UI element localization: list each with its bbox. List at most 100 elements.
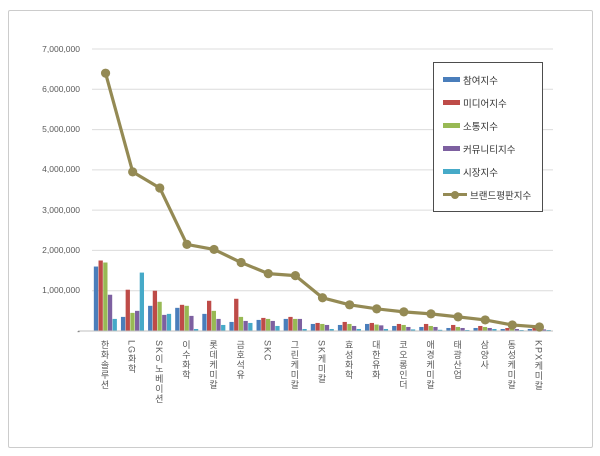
bar-시장지수 <box>356 328 361 331</box>
legend-item: 커뮤니티지수 <box>443 142 538 156</box>
bar-참여지수 <box>500 328 505 331</box>
legend-label: 시장지수 <box>463 167 498 179</box>
x-axis-label: 코오롱인더 <box>397 340 408 390</box>
y-tick-label: 5,000,000 <box>42 124 80 135</box>
x-axis-label: 한화솔루션 <box>99 340 110 390</box>
x-axis-label: SKC <box>262 340 273 362</box>
marker-브랜드평판지수 <box>290 271 300 281</box>
legend-label: 브랜드평판지수 <box>470 190 532 202</box>
x-axis-label: LG화학 <box>126 340 137 375</box>
y-tick-label: 1,000,000 <box>42 285 80 296</box>
bar-미디어지수 <box>315 322 320 331</box>
marker-브랜드평판지수 <box>534 322 545 332</box>
x-axis-label: 이수화학 <box>180 340 191 380</box>
marker-브랜드평판지수 <box>507 320 517 330</box>
bar-시장지수 <box>112 318 117 331</box>
x-axis-label: 삼양사 <box>479 340 490 370</box>
bar-미디어지수 <box>288 316 293 331</box>
bar-커뮤니티지수 <box>324 324 330 331</box>
bar-참여지수 <box>446 327 451 331</box>
bar-커뮤니티지수 <box>107 294 113 331</box>
bar-미디어지수 <box>206 300 212 331</box>
legend-item: 미디어지수 <box>443 96 538 110</box>
x-axis-label: SK케미칼 <box>316 340 327 385</box>
x-axis-label: 금호석유 <box>235 340 246 380</box>
marker-브랜드평판지수 <box>453 312 463 322</box>
marker-브랜드평판지수 <box>263 268 273 279</box>
bar-커뮤니티지수 <box>541 329 547 331</box>
bar-시장지수 <box>465 329 470 331</box>
bar-커뮤니티지수 <box>162 314 167 331</box>
x-axis-label: KPX케미칼 <box>533 340 544 392</box>
bar-시장지수 <box>139 272 145 331</box>
bar-참여지수 <box>419 326 424 331</box>
legend-label: 미디어지수 <box>463 98 507 110</box>
bar-커뮤니티지수 <box>487 327 492 331</box>
marker-브랜드평판지수 <box>399 307 409 317</box>
bar-소통지수 <box>184 305 189 331</box>
legend-swatch <box>443 123 460 128</box>
bar-커뮤니티지수 <box>189 315 194 331</box>
bar-참여지수 <box>337 324 343 331</box>
bar-커뮤니티지수 <box>406 326 411 331</box>
legend-swatch <box>443 169 460 174</box>
marker-브랜드평판지수 <box>372 304 382 314</box>
bar-시장지수 <box>193 328 199 331</box>
bar-미디어지수 <box>478 325 483 331</box>
marker-브랜드평판지수 <box>128 167 138 177</box>
bar-미디어지수 <box>261 317 266 331</box>
x-axis-label: 효성화학 <box>343 340 354 380</box>
bar-소통지수 <box>293 318 298 331</box>
marker-브랜드평판지수 <box>426 309 436 319</box>
x-axis-label: 애경케미칼 <box>424 340 435 390</box>
bar-참여지수 <box>93 266 99 331</box>
bar-소통지수 <box>211 310 216 331</box>
bar-참여지수 <box>365 323 370 331</box>
bar-시장지수 <box>221 324 226 331</box>
bar-참여지수 <box>148 305 153 331</box>
x-axis-label: 동성케미칼 <box>506 340 517 390</box>
bar-참여지수 <box>473 327 478 331</box>
legend-label: 참여지수 <box>463 75 498 87</box>
bar-참여지수 <box>175 307 180 331</box>
bar-미디어지수 <box>396 323 402 331</box>
bar-미디어지수 <box>125 289 130 331</box>
bar-커뮤니티지수 <box>270 320 275 331</box>
bar-미디어지수 <box>505 327 510 331</box>
bar-참여지수 <box>392 325 397 331</box>
legend-swatch <box>443 100 460 105</box>
bar-커뮤니티지수 <box>135 310 140 331</box>
bar-소통지수 <box>103 262 108 331</box>
y-tick-label: 4,000,000 <box>42 164 80 175</box>
bar-시장지수 <box>519 329 524 331</box>
bar-커뮤니티지수 <box>243 320 248 331</box>
bar-참여지수 <box>120 316 126 331</box>
bar-커뮤니티지수 <box>297 318 303 331</box>
y-tick-label: 7,000,000 <box>42 43 80 54</box>
legend-label: 소통지수 <box>463 121 498 133</box>
bar-커뮤니티지수 <box>514 328 519 331</box>
bar-소통지수 <box>455 326 461 331</box>
x-axis-label: SK이노베이션 <box>153 340 164 405</box>
bar-참여지수 <box>229 321 234 331</box>
legend-line-marker <box>451 190 459 199</box>
bar-참여지수 <box>283 318 288 331</box>
marker-브랜드평판지수 <box>182 239 192 249</box>
y-tick-label: 6,000,000 <box>42 83 80 94</box>
marker-브랜드평판지수 <box>317 293 328 303</box>
marker-브랜드평판지수 <box>100 68 111 78</box>
bar-소통지수 <box>157 301 162 331</box>
legend-swatch <box>443 146 460 151</box>
legend-item: 소통지수 <box>443 119 538 133</box>
bar-소통지수 <box>320 323 325 331</box>
x-axis-label: 태광산업 <box>452 340 463 380</box>
bar-미디어지수 <box>451 324 456 331</box>
bar-미디어지수 <box>369 322 374 331</box>
y-tick-label: 3,000,000 <box>42 204 80 215</box>
marker-브랜드평판지수 <box>345 300 355 310</box>
legend-label: 커뮤니티지수 <box>463 144 516 156</box>
y-tick-label: - <box>77 325 80 336</box>
bar-소통지수 <box>401 324 406 331</box>
